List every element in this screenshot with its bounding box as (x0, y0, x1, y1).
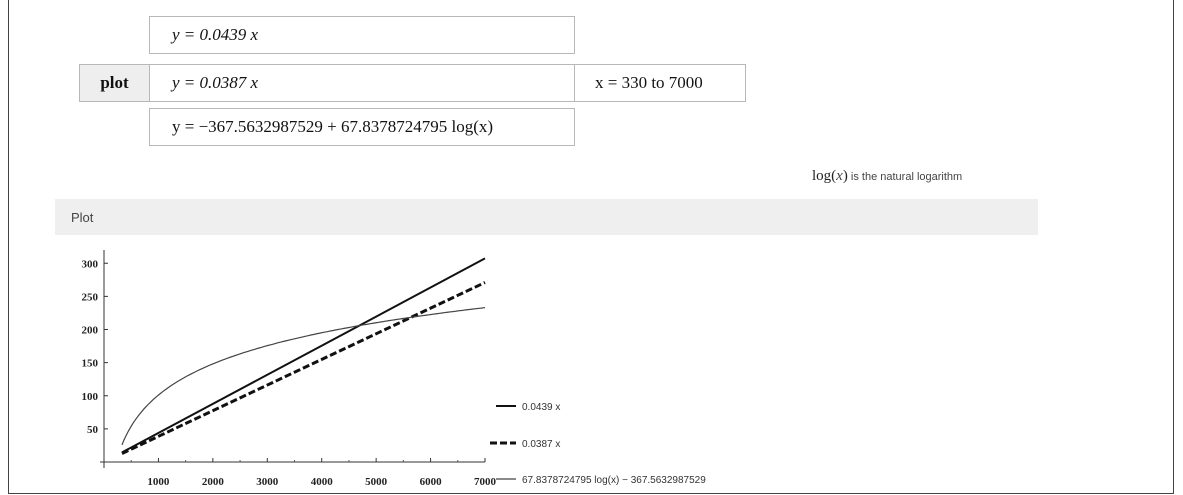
log-note-fn: log( (812, 168, 837, 184)
x-range-cell: x = 330 to 7000 (574, 64, 746, 102)
y-tick-label: 200 (82, 325, 99, 337)
plot-command-label: plot (79, 64, 150, 102)
y-tick-label: 300 (82, 258, 99, 270)
plot-pod-title: Plot (71, 209, 94, 225)
series-line-1 (121, 257, 486, 454)
x-tick-label: 2000 (202, 476, 225, 488)
equation-2: y = 0.0387 x (149, 64, 575, 102)
x-range-text: x = 330 to 7000 (595, 73, 703, 92)
y-tick-label: 50 (87, 424, 99, 436)
equation-3: y = −367.5632987529 + 67.8378724795 log(… (149, 108, 575, 146)
result-frame (8, 0, 1174, 494)
chart-axes: 1000 2000 3000 4000 5000 6000 7000 50 100 150 200 2… (82, 250, 497, 488)
equation-3-text: y = −367.5632987529 + 67.8378724795 log(… (172, 117, 494, 136)
plot-pod-header: Plot (55, 199, 1038, 235)
chart-series (121, 257, 486, 455)
y-tick-label: 100 (82, 391, 99, 403)
x-tick-label: 1000 (147, 476, 170, 488)
x-tick-label: 5000 (365, 476, 388, 488)
equation-1-text: y = 0.0439 x (172, 25, 259, 44)
equation-2-text: y = 0.0387 x (172, 73, 259, 92)
legend-label-3: 67.8378724795 log(x) − 367.5632987529 (522, 475, 706, 486)
y-tick-label: 150 (82, 358, 99, 370)
log-note-text: is the natural logarithm (847, 171, 963, 183)
y-tick-label: 250 (82, 291, 99, 303)
chart-legend: 0.0439 x 0.0387 x 67.8378724795 log(x) − 3… (490, 402, 706, 486)
x-tick-label: 4000 (311, 476, 334, 488)
log-note: log(x) is the natural logarithm (812, 168, 963, 184)
x-tick-label: 3000 (256, 476, 279, 488)
series-line-3 (121, 307, 486, 446)
legend-label-2: 0.0387 x (522, 439, 560, 450)
x-tick-label: 6000 (420, 476, 443, 488)
x-tick-label: 7000 (474, 476, 497, 488)
equation-1: y = 0.0439 x (149, 16, 575, 54)
series-line-2 (121, 281, 486, 455)
log-note-var: x (836, 168, 843, 184)
legend-label-1: 0.0439 x (522, 402, 560, 413)
